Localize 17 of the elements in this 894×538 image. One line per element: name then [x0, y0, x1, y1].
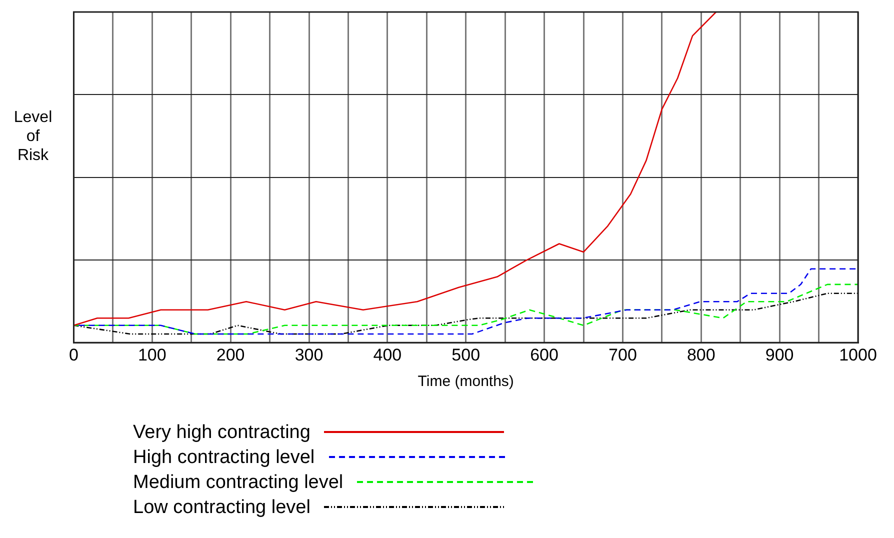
x-tick-label: 200 — [216, 345, 245, 364]
x-tick-label: 1000 — [839, 345, 877, 364]
x-tick-label: 0 — [68, 345, 78, 364]
legend-label: Medium contracting level — [133, 472, 344, 494]
x-axis-title: Time (months) — [418, 373, 514, 390]
x-tick-label: 100 — [138, 345, 166, 364]
x-tick-label: 900 — [765, 345, 794, 364]
x-tick-label: 800 — [686, 345, 716, 364]
x-tick-label: 300 — [294, 345, 324, 364]
x-tick-label: 600 — [530, 345, 558, 364]
x-tick-label: 700 — [608, 345, 637, 364]
legend-label: High contracting level — [133, 446, 315, 468]
x-tick-label: 400 — [373, 345, 402, 364]
legend-label: Very high contracting — [133, 422, 310, 444]
legend-label: Low contracting level — [133, 496, 310, 518]
y-axis-title: Level of Risk — [12, 108, 54, 165]
x-tick-label: 500 — [452, 345, 480, 364]
